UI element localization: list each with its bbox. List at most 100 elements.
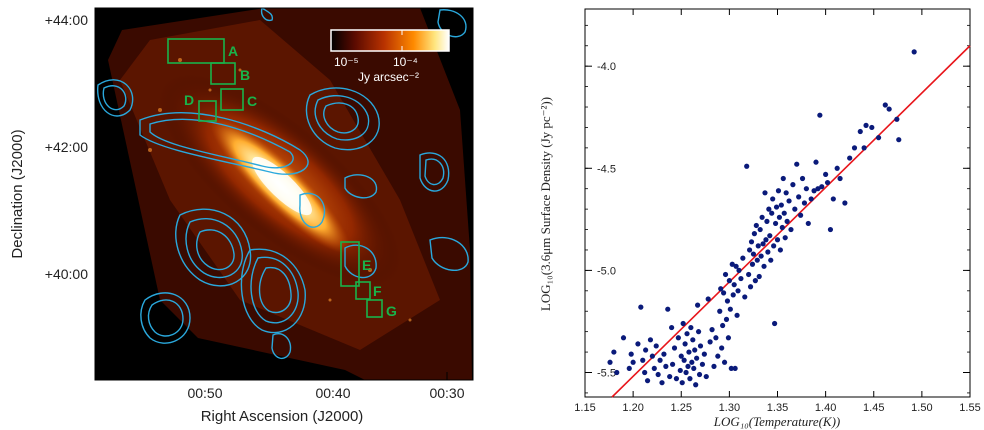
data-point <box>657 357 663 363</box>
data-point <box>782 235 788 241</box>
sky-map-panel: A B C D E F G 10⁻⁵ 10⁻⁴ Jy arcsec⁻² 00:5… <box>9 7 474 425</box>
y-tick-label: -4.5 <box>597 163 616 175</box>
x-tick-label: 1.30 <box>719 402 740 414</box>
data-point <box>779 224 785 231</box>
data-point <box>764 218 770 224</box>
data-point <box>694 355 700 361</box>
data-point <box>798 212 804 218</box>
data-point <box>799 175 806 182</box>
plot-area <box>584 8 971 398</box>
data-point <box>718 286 724 292</box>
data-point <box>842 200 848 206</box>
data-point <box>651 365 657 372</box>
data-point <box>642 369 648 376</box>
data-point <box>679 380 685 386</box>
data-point <box>869 124 875 131</box>
data-point <box>772 220 779 227</box>
data-point <box>863 122 869 128</box>
data-point <box>760 241 766 247</box>
x-tick-label: 1.45 <box>863 402 884 414</box>
data-point <box>689 359 695 365</box>
data-point <box>796 194 802 200</box>
data-point <box>728 365 734 372</box>
scatter-panel: 1.15 1.20 1.25 1.30 1.35 1.40 1.45 1.50 1.55 -5.… <box>538 8 981 429</box>
x-axis-label: Right Ascension (J2000) <box>201 408 364 425</box>
data-point <box>730 292 736 298</box>
data-point <box>778 202 784 208</box>
data-point <box>693 382 699 388</box>
data-point <box>697 343 704 349</box>
data-point <box>725 335 732 341</box>
data-point <box>801 200 808 206</box>
data-point <box>740 255 746 261</box>
y-tick-label: -5.5 <box>597 367 616 379</box>
data-point <box>673 376 680 382</box>
data-point <box>734 312 740 318</box>
data-point <box>719 345 725 351</box>
data-point <box>748 239 755 245</box>
data-point <box>781 210 787 216</box>
data-point <box>827 226 834 233</box>
data-point <box>626 365 632 372</box>
data-point <box>682 341 688 347</box>
data-point <box>653 343 659 349</box>
data-point <box>643 347 649 353</box>
data-point <box>675 335 681 341</box>
x-tick-label: 1.15 <box>574 402 595 414</box>
data-point <box>620 335 627 341</box>
data-point <box>695 329 702 335</box>
data-point <box>688 324 694 331</box>
data-point <box>769 210 775 216</box>
data-point <box>729 261 735 267</box>
region-box-g <box>366 299 383 318</box>
data-point <box>788 226 794 233</box>
region-label-f: F <box>373 283 382 299</box>
data-point <box>721 290 727 296</box>
data-point <box>776 214 783 220</box>
data-point <box>750 251 757 257</box>
data-point <box>686 349 692 355</box>
region-label-a: A <box>228 43 238 59</box>
data-point <box>762 190 768 196</box>
y-axis: -5.5 -5.0 -4.5 -4.0 <box>585 24 970 394</box>
data-point <box>607 359 613 365</box>
map-image: A B C D E F G 10⁻⁵ 10⁻⁴ Jy arcsec⁻² <box>97 8 472 380</box>
data-point <box>691 365 697 372</box>
x-tick-label: 1.55 <box>959 402 980 414</box>
data-point <box>614 369 620 376</box>
data-point <box>886 106 892 112</box>
data-point <box>687 376 693 382</box>
data-point <box>792 206 798 212</box>
data-point <box>690 337 696 343</box>
region-box-e <box>340 241 360 287</box>
data-point <box>671 345 678 351</box>
data-point <box>861 145 867 151</box>
data-point <box>707 339 713 345</box>
data-point <box>768 257 774 263</box>
data-point <box>731 282 737 288</box>
data-point <box>766 206 772 212</box>
data-point <box>763 237 769 243</box>
data-point <box>713 335 719 341</box>
data-point <box>834 165 840 171</box>
region-label-b: B <box>240 67 250 83</box>
data-point <box>815 186 821 192</box>
data-point <box>732 365 738 372</box>
y-tick-label: +40:00 <box>45 266 88 282</box>
data-point <box>727 306 733 312</box>
data-point <box>847 155 853 161</box>
data-point <box>649 353 655 359</box>
x-tick-label: 1.25 <box>671 402 692 414</box>
region-box-b <box>210 62 236 85</box>
data-point <box>696 371 703 378</box>
data-point <box>771 243 777 249</box>
colorbar-min-label: 10⁻⁵ <box>334 55 359 69</box>
data-point <box>669 324 675 331</box>
x-tick-label: 00:40 <box>315 385 350 401</box>
data-point <box>644 378 651 384</box>
data-point <box>819 184 825 190</box>
data-point <box>677 367 683 374</box>
data-point <box>752 278 758 284</box>
data-point <box>661 351 667 357</box>
y-axis-label: Declination (J2000) <box>9 129 26 258</box>
